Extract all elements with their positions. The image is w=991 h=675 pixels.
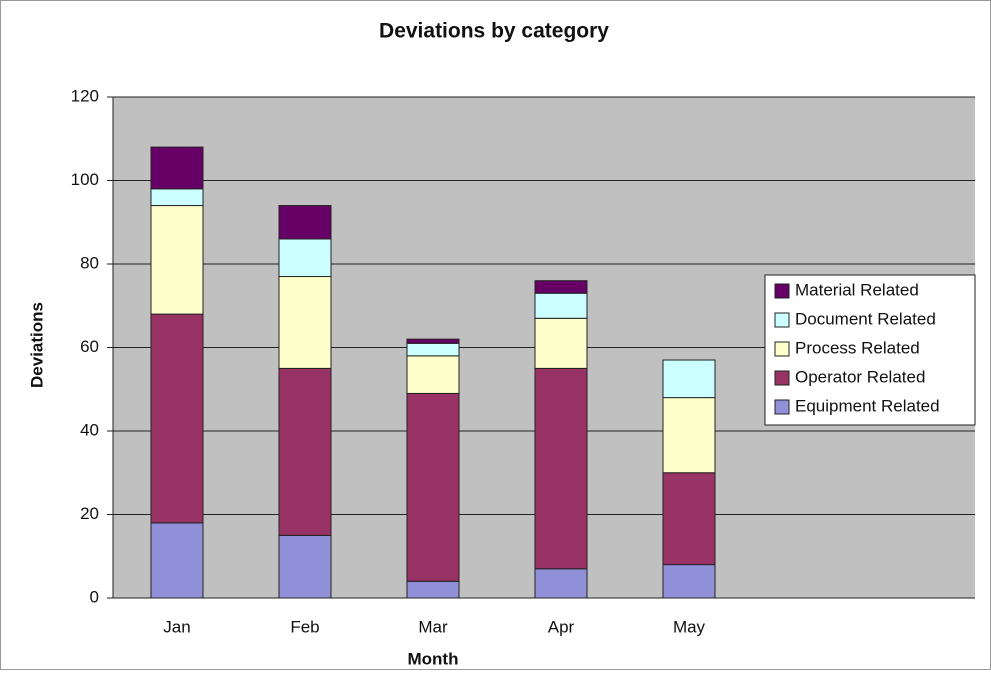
- bar-segment: [662, 359, 716, 399]
- y-tick-label: 80: [80, 253, 99, 272]
- legend-swatch: [774, 370, 790, 386]
- bar-segment: [150, 188, 204, 207]
- legend-label: Process Related: [795, 338, 920, 357]
- x-tick-label: Feb: [290, 617, 319, 636]
- bar-segment: [406, 342, 460, 357]
- x-tick-label: Apr: [548, 617, 575, 636]
- legend-swatch: [774, 399, 790, 415]
- y-tick-label: 0: [90, 587, 99, 606]
- legend-swatch: [774, 312, 790, 328]
- legend-swatch: [774, 283, 790, 299]
- bar-segment: [662, 472, 716, 566]
- bar-segment: [150, 522, 204, 599]
- bar-segment: [278, 276, 332, 369]
- y-tick-label: 100: [71, 170, 99, 189]
- bar-segment: [278, 238, 332, 278]
- bar-segment: [150, 313, 204, 524]
- legend-label: Equipment Related: [795, 396, 940, 415]
- legend-swatch: [774, 341, 790, 357]
- legend-label: Material Related: [795, 280, 919, 299]
- bar-segment: [406, 580, 460, 599]
- bar-segment: [150, 205, 204, 315]
- bar-segment: [406, 355, 460, 394]
- bar-segment: [406, 392, 460, 582]
- bar-segment: [534, 568, 588, 599]
- legend-box: [764, 274, 976, 426]
- bar-segment: [662, 397, 716, 474]
- legend-label: Document Related: [795, 309, 936, 328]
- chart-title: Deviations by category: [379, 20, 609, 43]
- x-tick-label: Jan: [163, 617, 190, 636]
- legend-label: Operator Related: [795, 367, 925, 386]
- bar-segment: [406, 338, 460, 344]
- y-axis-label: Deviations: [27, 302, 46, 388]
- y-tick-label: 40: [80, 420, 99, 439]
- bar-segment: [278, 534, 332, 599]
- bar-segment: [534, 317, 588, 369]
- bar-segment: [278, 205, 332, 240]
- bar-segment: [534, 280, 588, 294]
- y-tick-label: 60: [80, 337, 99, 356]
- bar-segment: [534, 367, 588, 570]
- bar-segment: [278, 367, 332, 536]
- x-tick-label: May: [673, 617, 706, 636]
- y-tick-label: 20: [80, 504, 99, 523]
- bar-segment: [150, 146, 204, 190]
- x-tick-label: Mar: [418, 617, 448, 636]
- x-axis-label: Month: [408, 649, 459, 668]
- bar-segment: [534, 292, 588, 319]
- bar-segment: [662, 564, 716, 599]
- y-tick-label: 120: [71, 86, 99, 105]
